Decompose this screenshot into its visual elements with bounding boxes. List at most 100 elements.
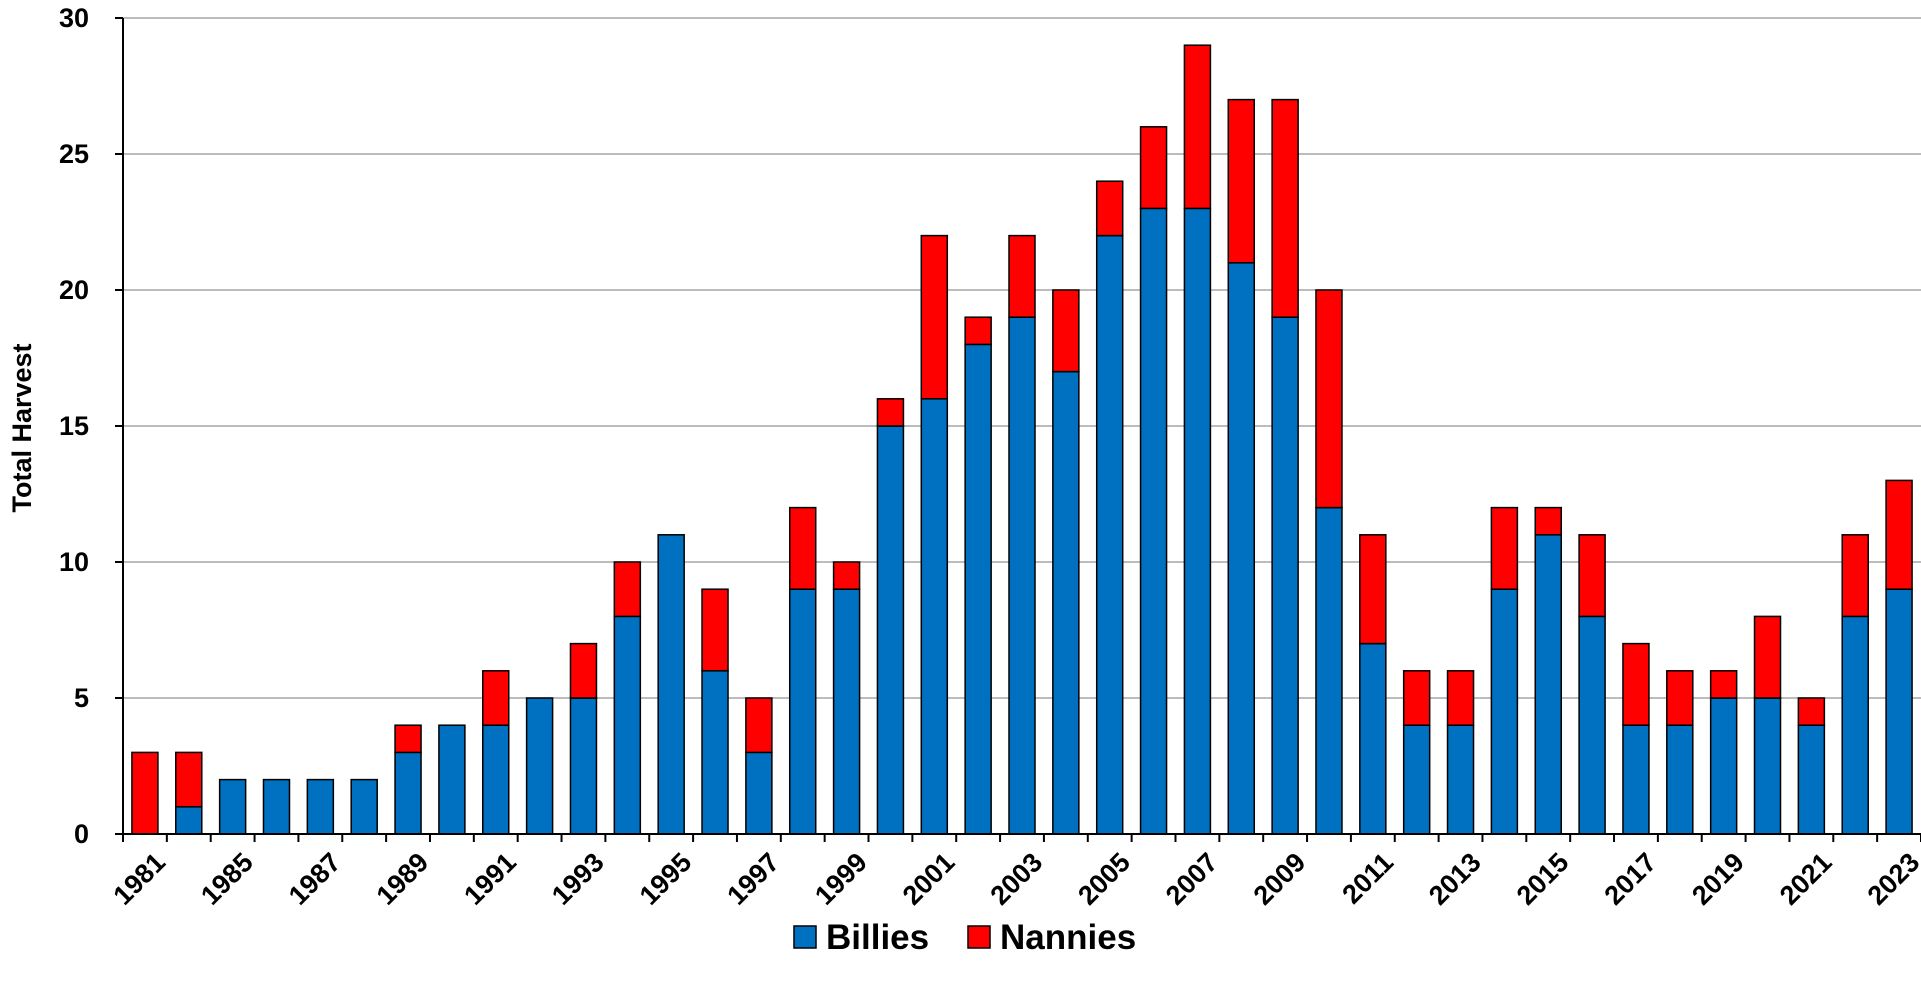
bar-billies-2012 — [1402, 724, 1431, 835]
x-tick-label: 2015 — [1511, 847, 1575, 911]
bar-billies-2020 — [1753, 697, 1782, 835]
bar-billies-1998 — [788, 588, 817, 835]
bar-nannies-1996 — [701, 588, 729, 672]
x-tick-label: 2003 — [985, 847, 1049, 911]
bar-billies-2014 — [1490, 588, 1519, 835]
bar-nannies-2012 — [1402, 670, 1431, 726]
bar-billies-1996 — [701, 670, 729, 835]
bar-nannies-1997 — [745, 697, 773, 754]
x-tick-label: 1985 — [195, 847, 259, 911]
x-tick-label: 1995 — [634, 847, 698, 911]
bar-billies-2010 — [1315, 506, 1343, 835]
bar-billies-1988 — [350, 778, 378, 835]
bar-nannies-2007 — [1183, 44, 1212, 210]
bar-billies-2000 — [876, 425, 905, 835]
y-tick-label: 10 — [59, 547, 89, 577]
bar-nannies-2003 — [1008, 234, 1036, 318]
bar-billies-1997 — [745, 751, 773, 835]
bar-billies-2006 — [1139, 207, 1168, 835]
bar-nannies-1994 — [613, 561, 642, 618]
legend-label-nannies: Nannies — [1000, 918, 1136, 957]
bar-nannies-2005 — [1095, 180, 1124, 237]
bar-billies-2018 — [1666, 724, 1694, 835]
bar-nannies-2001 — [920, 234, 949, 400]
bar-billies-1989 — [394, 751, 422, 835]
bar-nannies-1981 — [131, 751, 159, 835]
bar-billies-2005 — [1095, 234, 1124, 835]
bar-nannies-2022 — [1841, 534, 1869, 618]
x-tick-label: 2005 — [1072, 847, 1136, 911]
bar-billies-1987 — [306, 778, 335, 835]
bar-billies-1993 — [569, 697, 598, 835]
x-tick-labels: 1981 1985 1987 1989 1991 1993 1995 1997 1999 2001… — [107, 847, 1921, 911]
bar-nannies-2010 — [1315, 289, 1343, 509]
bar-nannies-2015 — [1534, 506, 1562, 536]
bar-nannies-2020 — [1753, 615, 1782, 699]
bar-nannies-2019 — [1709, 670, 1738, 699]
bar-billies-2008 — [1227, 262, 1256, 835]
bar-nannies-2006 — [1139, 126, 1168, 210]
bar-billies-1992 — [525, 697, 554, 835]
bar-billies-2003 — [1008, 316, 1036, 835]
y-axis-label: Total Harvest — [7, 343, 37, 512]
x-tick-label: 2007 — [1160, 847, 1224, 911]
bar-billies-2021 — [1797, 724, 1826, 835]
bar-billies-1986 — [262, 778, 291, 835]
bar-nannies-2023 — [1885, 479, 1913, 590]
bar-billies-2004 — [1052, 370, 1080, 835]
x-tick-label: 1997 — [721, 847, 785, 911]
bar-nannies-2004 — [1052, 289, 1080, 373]
bars — [131, 44, 1913, 835]
bar-nannies-1993 — [569, 642, 598, 699]
y-tick-label: 30 — [59, 3, 89, 33]
bar-billies-2007 — [1183, 207, 1212, 835]
x-tick-label: 2017 — [1598, 847, 1662, 911]
x-tick-label: 2013 — [1423, 847, 1487, 911]
bar-billies-2019 — [1709, 697, 1738, 835]
bar-nannies-2017 — [1622, 642, 1650, 726]
bar-nannies-2021 — [1797, 697, 1826, 726]
bar-billies-1984 — [175, 806, 203, 835]
x-tick-label: 1981 — [107, 847, 171, 911]
legend-label-billies: Billies — [826, 918, 929, 957]
bar-nannies-2002 — [964, 316, 992, 346]
bar-nannies-1984 — [175, 751, 203, 808]
bar-billies-2001 — [920, 398, 949, 835]
bar-billies-2015 — [1534, 534, 1562, 835]
bar-nannies-2018 — [1666, 670, 1694, 726]
bar-billies-1994 — [613, 615, 642, 835]
x-tick-label: 2021 — [1774, 847, 1838, 911]
x-tick-label: 1991 — [458, 847, 522, 911]
bar-nannies-2000 — [876, 398, 905, 427]
bar-billies-2022 — [1841, 615, 1869, 835]
legend-swatch-billies — [793, 925, 817, 949]
bar-nannies-2014 — [1490, 506, 1519, 590]
bar-nannies-2008 — [1227, 98, 1256, 264]
bar-nannies-2016 — [1578, 534, 1606, 618]
bar-billies-2017 — [1622, 724, 1650, 835]
bar-billies-2011 — [1359, 642, 1387, 835]
bar-billies-1990 — [438, 724, 466, 835]
y-tick-label: 20 — [59, 275, 89, 305]
bar-billies-1999 — [832, 588, 861, 835]
y-tick-label: 0 — [74, 819, 89, 849]
bar-billies-2023 — [1885, 588, 1913, 835]
bar-nannies-2013 — [1446, 670, 1475, 726]
y-tick-labels: 0 5 10 15 20 25 30 — [59, 3, 89, 849]
x-tick-label: 1989 — [371, 847, 435, 911]
x-tick-label: 1999 — [809, 847, 873, 911]
x-tick-label: 2009 — [1248, 847, 1312, 911]
y-tick-label: 15 — [59, 411, 89, 441]
x-tick-label: 2019 — [1686, 847, 1750, 911]
legend-swatch-nannies — [967, 925, 991, 949]
x-tick-label: 2011 — [1336, 847, 1399, 910]
bar-billies-1985 — [218, 778, 247, 835]
bar-nannies-1989 — [394, 724, 422, 754]
bar-billies-2002 — [964, 343, 992, 835]
x-tick-label: 1993 — [546, 847, 610, 911]
x-tick-label: 2001 — [897, 847, 961, 911]
bar-nannies-2011 — [1359, 534, 1387, 645]
x-tick-label: 1987 — [283, 847, 347, 911]
